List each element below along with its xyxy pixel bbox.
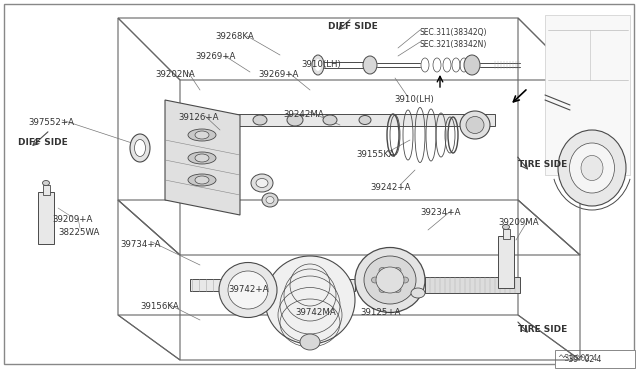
Ellipse shape <box>130 134 150 162</box>
Text: 39209+A: 39209+A <box>52 215 92 224</box>
Text: 3910(LH): 3910(LH) <box>394 95 434 104</box>
Ellipse shape <box>256 179 268 187</box>
Ellipse shape <box>401 277 408 283</box>
Ellipse shape <box>312 55 324 75</box>
Bar <box>190 279 355 291</box>
Text: 39242+A: 39242+A <box>370 183 410 192</box>
Ellipse shape <box>371 277 378 283</box>
Text: 39155KA: 39155KA <box>356 150 395 159</box>
Text: 39269+A: 39269+A <box>258 70 298 79</box>
Ellipse shape <box>323 115 337 125</box>
Ellipse shape <box>581 155 603 180</box>
Text: 39242MA: 39242MA <box>283 110 324 119</box>
Bar <box>43 185 50 195</box>
Text: 39269+A: 39269+A <box>195 52 236 61</box>
Text: 39742+A: 39742+A <box>228 285 269 294</box>
Text: ^39^02 4: ^39^02 4 <box>562 355 602 364</box>
Bar <box>498 236 514 288</box>
Text: 39202NA: 39202NA <box>155 70 195 79</box>
Ellipse shape <box>363 56 377 74</box>
Ellipse shape <box>195 154 209 162</box>
Ellipse shape <box>188 174 216 186</box>
Text: 38225WA: 38225WA <box>58 228 99 237</box>
Text: 39209MA: 39209MA <box>498 218 539 227</box>
Text: 39156KA: 39156KA <box>140 302 179 311</box>
Ellipse shape <box>502 224 509 230</box>
Ellipse shape <box>466 116 484 134</box>
Ellipse shape <box>379 286 386 292</box>
Ellipse shape <box>253 115 267 125</box>
Ellipse shape <box>265 256 355 344</box>
Text: SEC.311(38342Q): SEC.311(38342Q) <box>420 28 488 37</box>
Ellipse shape <box>287 114 303 126</box>
Ellipse shape <box>570 143 614 193</box>
Ellipse shape <box>262 193 278 207</box>
Ellipse shape <box>376 267 404 293</box>
Ellipse shape <box>219 263 277 317</box>
Bar <box>38 192 54 244</box>
Text: 3910(LH): 3910(LH) <box>301 60 340 69</box>
Ellipse shape <box>266 196 274 203</box>
Ellipse shape <box>364 256 416 304</box>
Ellipse shape <box>195 131 209 139</box>
Text: DIFF SIDE: DIFF SIDE <box>18 138 68 147</box>
Ellipse shape <box>188 129 216 141</box>
Ellipse shape <box>188 152 216 164</box>
Bar <box>425 277 520 293</box>
Ellipse shape <box>359 115 371 125</box>
Ellipse shape <box>411 288 425 298</box>
Ellipse shape <box>394 286 401 292</box>
Text: 39126+A: 39126+A <box>178 113 218 122</box>
Text: 39125+A: 39125+A <box>360 308 401 317</box>
Bar <box>503 229 510 239</box>
Ellipse shape <box>394 267 401 273</box>
Text: 39268KA: 39268KA <box>215 32 253 41</box>
Text: 39234+A: 39234+A <box>420 208 461 217</box>
Bar <box>185 114 495 126</box>
Ellipse shape <box>251 174 273 192</box>
Ellipse shape <box>379 267 386 273</box>
Text: TIRE SIDE: TIRE SIDE <box>518 325 567 334</box>
Text: SEC.321(38342N): SEC.321(38342N) <box>420 40 488 49</box>
Polygon shape <box>545 15 630 175</box>
Text: 39742MA: 39742MA <box>295 308 336 317</box>
Polygon shape <box>165 100 240 215</box>
Ellipse shape <box>300 334 320 350</box>
Ellipse shape <box>42 180 49 186</box>
Ellipse shape <box>355 247 425 312</box>
Ellipse shape <box>464 55 480 75</box>
Text: DIFF SIDE: DIFF SIDE <box>328 22 378 31</box>
Text: 397552+A: 397552+A <box>28 118 74 127</box>
Ellipse shape <box>315 60 321 71</box>
Ellipse shape <box>558 130 626 206</box>
Ellipse shape <box>460 111 490 139</box>
Ellipse shape <box>195 176 209 184</box>
Text: TIRE SIDE: TIRE SIDE <box>518 160 567 169</box>
Ellipse shape <box>134 140 145 157</box>
Text: ^39^02 4: ^39^02 4 <box>558 354 597 363</box>
Text: 39734+A: 39734+A <box>120 240 161 249</box>
Ellipse shape <box>228 271 268 309</box>
Bar <box>555 350 635 368</box>
